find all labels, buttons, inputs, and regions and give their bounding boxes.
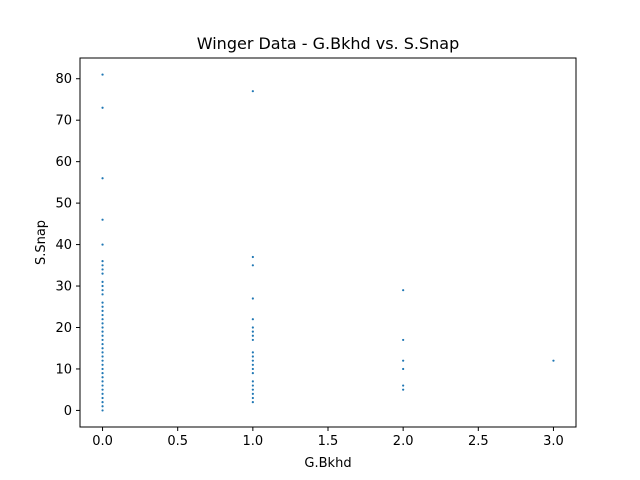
- data-point: [101, 401, 104, 404]
- data-point: [402, 367, 405, 371]
- y-axis-ticks: 0 10 20 30 40 50 60 70 80: [55, 72, 80, 419]
- data-point: [101, 351, 104, 354]
- data-point: [251, 367, 254, 371]
- data-point: [101, 330, 104, 333]
- data-point: [101, 318, 104, 321]
- x-tick-label: 2.0: [393, 434, 414, 449]
- data-point: [101, 268, 104, 271]
- data-point: [101, 334, 104, 337]
- data-point: [101, 392, 104, 395]
- x-tick-label: 2.5: [468, 434, 489, 449]
- data-point: [251, 363, 254, 366]
- data-point: [552, 359, 555, 362]
- y-tick-label: 10: [55, 362, 72, 377]
- data-point: [101, 326, 104, 329]
- data-point: [101, 388, 104, 391]
- data-points: [101, 73, 555, 412]
- x-tick-label: 1.5: [318, 434, 339, 449]
- data-point: [101, 284, 104, 288]
- data-point: [101, 380, 104, 383]
- chart-title: Winger Data - G.Bkhd vs. S.Snap: [197, 34, 459, 53]
- y-axis-label: S.Snap: [34, 220, 49, 265]
- data-point: [251, 380, 254, 383]
- data-point: [101, 289, 104, 292]
- data-point: [101, 347, 104, 350]
- data-point: [251, 388, 254, 391]
- x-tick-label: 3.0: [543, 434, 564, 449]
- data-point: [101, 409, 104, 412]
- data-point: [251, 90, 254, 93]
- data-point: [101, 405, 104, 408]
- data-point: [251, 338, 254, 342]
- y-tick-label: 0: [64, 404, 72, 419]
- data-point: [251, 318, 254, 321]
- data-point: [101, 177, 104, 180]
- y-tick-label: 50: [55, 197, 72, 212]
- x-axis-ticks: 0.0 0.5 1.0 1.5 2.0 2.5 3.0: [92, 427, 564, 449]
- data-point: [251, 401, 254, 404]
- x-tick-label: 1.0: [243, 434, 264, 449]
- x-axis-label: G.Bkhd: [304, 456, 351, 471]
- data-point: [101, 342, 104, 346]
- data-point: [101, 272, 104, 275]
- x-tick-label: 0.5: [167, 434, 188, 449]
- data-point: [101, 218, 104, 221]
- data-point: [101, 301, 104, 304]
- data-point: [402, 289, 405, 292]
- data-point: [251, 351, 254, 354]
- data-point: [101, 293, 104, 296]
- data-point: [101, 280, 104, 283]
- data-point: [402, 388, 405, 391]
- data-point: [101, 396, 104, 400]
- data-point: [251, 326, 254, 329]
- data-point: [101, 359, 104, 362]
- data-point: [251, 330, 254, 333]
- data-point: [101, 305, 104, 308]
- data-point: [251, 392, 254, 395]
- data-point: [402, 359, 405, 362]
- data-point: [101, 309, 104, 313]
- x-tick-label: 0.0: [92, 434, 113, 449]
- data-point: [251, 334, 254, 337]
- data-point: [251, 297, 254, 300]
- data-point: [251, 396, 254, 400]
- data-point: [101, 106, 104, 109]
- y-tick-label: 30: [55, 280, 72, 295]
- data-point: [251, 355, 254, 358]
- data-point: [101, 384, 104, 387]
- data-point: [101, 372, 104, 375]
- data-point: [101, 363, 104, 366]
- y-tick-label: 20: [55, 321, 72, 336]
- data-point: [101, 367, 104, 371]
- data-point: [101, 322, 104, 325]
- data-point: [251, 384, 254, 387]
- data-point: [402, 384, 405, 387]
- y-tick-label: 80: [55, 72, 72, 87]
- data-point: [101, 338, 104, 342]
- data-point: [101, 264, 104, 267]
- data-point: [251, 359, 254, 362]
- data-point: [101, 260, 104, 263]
- data-point: [101, 243, 104, 246]
- data-point: [101, 313, 104, 317]
- data-point: [101, 73, 104, 76]
- data-point: [251, 255, 254, 259]
- y-tick-label: 60: [55, 155, 72, 170]
- data-point: [251, 372, 254, 375]
- data-point: [402, 338, 405, 342]
- plot-frame: [79, 57, 577, 428]
- y-tick-label: 70: [55, 114, 72, 129]
- data-point: [251, 264, 254, 267]
- data-point: [101, 355, 104, 358]
- y-tick-label: 40: [55, 238, 72, 253]
- data-point: [101, 376, 104, 379]
